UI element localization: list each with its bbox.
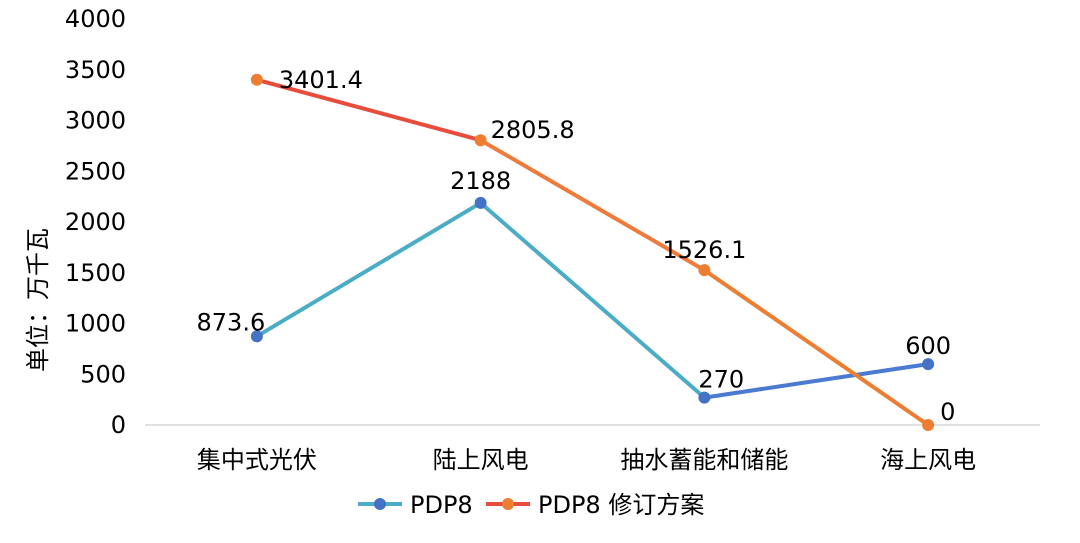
data-point[interactable] <box>698 264 711 277</box>
data-label: 873.6 <box>197 308 266 336</box>
series-line-segment <box>254 200 483 339</box>
data-label: 600 <box>905 332 951 360</box>
series-line-segment <box>478 138 707 273</box>
series-line-segment <box>254 77 483 143</box>
y-tick-label: 1500 <box>65 259 126 287</box>
data-label: 3401.4 <box>279 66 363 94</box>
series-2 <box>250 73 935 431</box>
y-tick-label: 0 <box>111 411 126 439</box>
data-point[interactable] <box>474 196 487 209</box>
data-label: 270 <box>698 366 744 394</box>
legend-marker <box>374 498 386 510</box>
x-category-label: 集中式光伏 <box>197 446 317 474</box>
y-tick-label: 1000 <box>65 310 126 338</box>
y-tick-label: 500 <box>80 360 126 388</box>
data-point[interactable] <box>922 358 935 371</box>
label-layer: 873.6 2188 270 600 3401.4 2805.8 1526.1 0 <box>197 66 956 426</box>
legend-label: PDP8 <box>410 491 473 519</box>
x-category-label: 陆上风电 <box>433 446 529 474</box>
series-line-segment <box>478 200 707 400</box>
x-category-label: 海上风电 <box>880 446 976 474</box>
data-point[interactable] <box>922 419 935 431</box>
y-tick-label: 2000 <box>65 208 126 236</box>
series-line-segment <box>702 268 931 427</box>
axis-layer: 0 500 1000 1500 2000 2500 3000 3500 4000 集中式光伏 陆上风… <box>65 5 1040 474</box>
data-point[interactable] <box>474 134 487 147</box>
x-category-label: 抽水蓄能和储能 <box>620 446 788 474</box>
legend[interactable]: PDP8 PDP8 修订方案 <box>358 491 704 519</box>
data-label: 0 <box>940 398 955 426</box>
legend-item[interactable]: PDP8 <box>358 491 473 519</box>
data-point[interactable] <box>250 73 263 86</box>
legend-marker <box>502 498 514 510</box>
data-label: 2188 <box>450 167 511 195</box>
data-label: 2805.8 <box>491 116 575 144</box>
y-tick-label: 2500 <box>65 157 126 185</box>
legend-item[interactable]: PDP8 修订方案 <box>486 491 704 519</box>
y-tick-label: 4000 <box>65 5 126 33</box>
legend-label: PDP8 修订方案 <box>538 491 704 519</box>
data-point[interactable] <box>250 330 263 343</box>
data-label: 1526.1 <box>662 236 746 264</box>
series-layer <box>250 73 935 431</box>
series-1 <box>250 196 935 404</box>
data-point[interactable] <box>698 391 711 404</box>
y-tick-label: 3000 <box>65 107 126 135</box>
y-axis-title: 单位：万千瓦 <box>24 228 52 372</box>
series-line-segment <box>702 362 931 400</box>
y-tick-label: 3500 <box>65 56 126 84</box>
